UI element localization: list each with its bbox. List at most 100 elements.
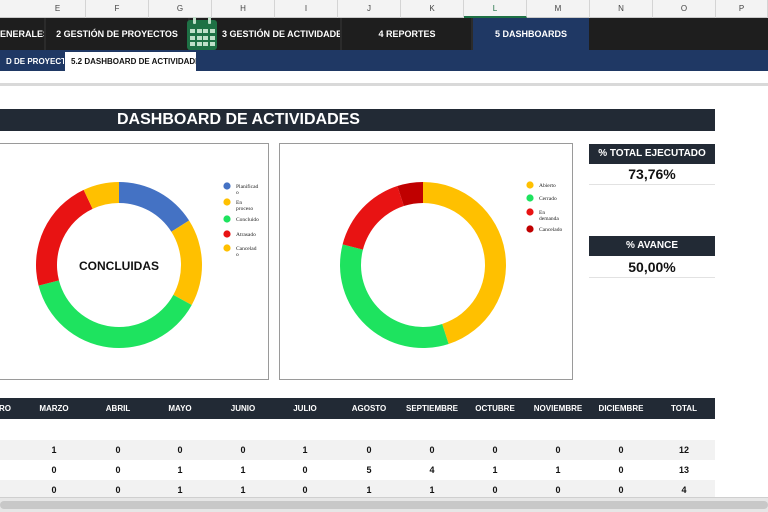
column-letter-p[interactable]: P bbox=[716, 0, 768, 18]
legend-marker bbox=[526, 225, 534, 233]
table-cell[interactable]: 12 bbox=[678, 445, 689, 455]
tab-gestion-actividades[interactable]: 3 GESTIÓN DE ACTIVIDADES bbox=[222, 29, 340, 39]
column-letter-n[interactable]: N bbox=[590, 0, 653, 18]
donut-slice-abierto[interactable] bbox=[423, 182, 506, 344]
table-cell[interactable]: 0 bbox=[618, 485, 624, 495]
donut-slice-atrasado[interactable] bbox=[35, 189, 93, 286]
table-cell[interactable]: 0 bbox=[115, 465, 121, 475]
column-letter-g[interactable]: G bbox=[149, 0, 212, 18]
kpi-avance-value: 50,00% bbox=[589, 257, 715, 278]
calendar-cell bbox=[203, 29, 208, 33]
table-cell[interactable]: 0 bbox=[492, 445, 498, 455]
column-letter-f[interactable]: F bbox=[86, 0, 149, 18]
table-cell[interactable]: 0 bbox=[302, 485, 308, 495]
table-cell[interactable]: 1 bbox=[177, 485, 183, 495]
tab-gestion-proyectos[interactable]: 2 GESTIÓN DE PROYECTOS bbox=[56, 29, 178, 39]
donut-slice-en-proceso[interactable] bbox=[171, 220, 202, 305]
table-cell[interactable]: 1 bbox=[240, 485, 246, 495]
table-cell[interactable]: 1 bbox=[492, 465, 498, 475]
calendar-cell bbox=[190, 42, 195, 46]
legend-label-en-demanda: En demanda bbox=[539, 210, 559, 222]
legend-label-planificado: Planificad o bbox=[236, 183, 259, 196]
sub-navigation: D DE PROYECTOS 5.2 DASHBOARD DE ACTIVIDA… bbox=[0, 50, 768, 71]
table-cell[interactable]: 1 bbox=[302, 445, 308, 455]
table-cell[interactable]: 0 bbox=[51, 485, 57, 495]
tab-generales[interactable]: ENERALES bbox=[0, 29, 44, 39]
table-cell[interactable]: 0 bbox=[51, 465, 57, 475]
table-cell[interactable]: 0 bbox=[366, 445, 372, 455]
table-row: 0 0 1 1 0 1 1 0 0 0 4 bbox=[0, 480, 715, 500]
chart-panel-incidents[interactable]: Abierto Cerrado En demanda Cancelado bbox=[279, 143, 573, 380]
tab-reportes[interactable]: 4 REPORTES bbox=[378, 29, 436, 39]
column-letter-o[interactable]: O bbox=[653, 0, 716, 18]
table-cell[interactable]: 0 bbox=[240, 445, 246, 455]
legend-label-cancelado: Cancelado bbox=[539, 227, 562, 233]
table-cell[interactable]: 0 bbox=[429, 445, 435, 455]
table-cell[interactable]: 0 bbox=[115, 445, 121, 455]
table-cell[interactable]: 0 bbox=[492, 485, 498, 495]
chart-panel-status[interactable]: CONCLUIDAS Planificad o En proceso Concluido A… bbox=[0, 143, 269, 380]
chart-title: CONCLUIDAS bbox=[79, 259, 159, 273]
calendar-icon bbox=[187, 17, 217, 50]
table-header: RO MARZO ABRIL MAYO JUNIO JULIO AGOSTO SEPTIEMB… bbox=[0, 398, 715, 419]
legend-label-atrasado: Atrasado bbox=[236, 232, 256, 238]
table-cell[interactable]: 0 bbox=[177, 445, 183, 455]
subtab-dashboard-actividades[interactable]: 5.2 DASHBOARD DE ACTIVIDADES bbox=[65, 52, 196, 71]
table-cell[interactable]: 1 bbox=[429, 485, 435, 495]
donut-slice-planificado[interactable] bbox=[119, 182, 190, 232]
table-cell[interactable]: 13 bbox=[678, 465, 689, 475]
table-cell[interactable]: 1 bbox=[555, 465, 561, 475]
calendar-cell bbox=[209, 42, 215, 46]
donut-slice-en-demanda[interactable] bbox=[342, 186, 404, 250]
column-header-marzo: MARZO bbox=[39, 404, 69, 413]
donut-slice-cancelado[interactable] bbox=[83, 182, 119, 209]
column-letter-e[interactable]: E bbox=[30, 0, 86, 18]
horizontal-scrollbar[interactable] bbox=[0, 497, 768, 512]
donut-slice-cerrado[interactable] bbox=[340, 244, 449, 348]
calendar-ring bbox=[193, 17, 196, 24]
subtab-dashboard-proyectos[interactable]: D DE PROYECTOS bbox=[6, 57, 64, 66]
nav-separator bbox=[340, 18, 342, 50]
table-cell[interactable]: 1 bbox=[240, 465, 246, 475]
tab-dashboards[interactable]: 5 DASHBOARDS bbox=[473, 18, 589, 50]
calendar-cell bbox=[190, 29, 195, 33]
calendar-cell bbox=[209, 35, 215, 40]
calendar-cell bbox=[190, 35, 195, 40]
column-letter-l[interactable]: L bbox=[464, 0, 527, 18]
calendar-cell bbox=[203, 42, 208, 46]
nav-separator bbox=[44, 18, 46, 50]
calendar-ring bbox=[208, 17, 211, 24]
table-cell[interactable]: 0 bbox=[618, 465, 624, 475]
table-cell[interactable]: 1 bbox=[177, 465, 183, 475]
table-cell[interactable]: 0 bbox=[302, 465, 308, 475]
donut-slice-concluido[interactable] bbox=[38, 280, 192, 348]
legend-marker bbox=[526, 194, 534, 202]
legend-marker bbox=[223, 215, 231, 223]
column-letter-m[interactable]: M bbox=[527, 0, 590, 18]
column-header-septiembre: SEPTIEMBRE bbox=[405, 404, 458, 413]
table-cell[interactable]: 0 bbox=[115, 485, 121, 495]
table-cell[interactable]: 4 bbox=[429, 465, 435, 475]
table-cell[interactable]: 1 bbox=[51, 445, 57, 455]
scrollbar-thumb[interactable] bbox=[0, 501, 768, 509]
table-cell[interactable]: 1 bbox=[366, 485, 372, 495]
table-cell[interactable]: 0 bbox=[618, 445, 624, 455]
legend-label-cerrado: Cerrado bbox=[539, 196, 557, 202]
donut-chart-status: CONCLUIDAS Planificad o En proceso Concluido A… bbox=[35, 182, 259, 348]
table-cell[interactable]: 0 bbox=[555, 445, 561, 455]
table-cell[interactable]: 4 bbox=[681, 485, 687, 495]
donut-slice-cancelado[interactable] bbox=[397, 182, 423, 207]
column-letter-h[interactable]: H bbox=[212, 0, 275, 18]
table-cell[interactable]: 5 bbox=[366, 465, 372, 475]
column-header-total: TOTAL bbox=[671, 404, 697, 413]
column-letter-k[interactable]: K bbox=[401, 0, 464, 18]
table-cell[interactable]: 0 bbox=[555, 485, 561, 495]
calendar-cell bbox=[196, 35, 202, 40]
column-letter-j[interactable]: J bbox=[338, 0, 401, 18]
legend-marker bbox=[223, 230, 231, 238]
column-letter-i[interactable]: I bbox=[275, 0, 338, 18]
dashboard-title-bar: DASHBOARD DE ACTIVIDADES bbox=[0, 109, 715, 131]
